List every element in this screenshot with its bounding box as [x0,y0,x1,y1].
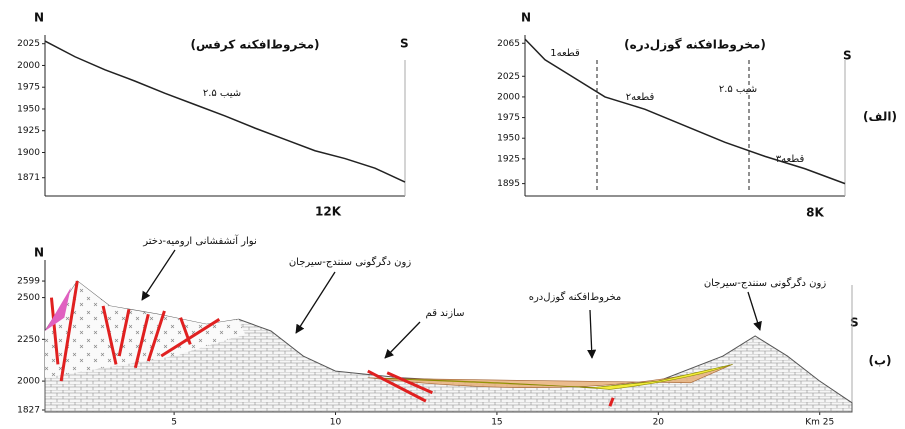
y-tick-label: 2025 [497,72,520,82]
y-tick-label: 2025 [17,39,40,49]
alluvial-fan [383,364,733,390]
fault [160,318,221,358]
y-tick-label: 1895 [497,179,520,189]
x-label: 8K [806,206,824,220]
north-label: N [34,246,44,260]
y-tick-label: 2250 [17,335,40,345]
annotation: شیب ۲.۵ [719,84,757,95]
y-tick-label: 1975 [497,113,520,123]
annotation: سازند قم [426,308,465,319]
annotation: قطعه۲ [626,92,655,103]
annotation: زون دگرگونی سنندج-سیرجان [704,277,827,289]
y-tick-label: 1950 [17,104,40,114]
x-tick-label: Km 25 [805,418,834,428]
chart-title: (مخروط‌افکنه گوزل‌دره) [624,38,766,53]
annotation: نوار آتشفشانی ارومیه-دختر [142,234,257,247]
fault [101,305,118,365]
y-tick-label: 2065 [497,39,520,49]
arrows [141,249,762,359]
volcanic-cap [45,287,71,331]
x-tick-label: 15 [491,418,502,428]
y-tick-label: 1827 [17,405,40,415]
y-tick-label: 2000 [17,61,40,71]
x-tick-label: 5 [171,418,177,428]
fault [608,397,615,407]
y-tick-label: 1975 [17,83,40,93]
north-label: N [521,11,531,25]
chart-title: (مخروط‌افکنه کرفس) [191,38,320,53]
south-label: S [850,316,859,330]
annotation: شیب ۲.۵ [203,88,241,99]
profile-line [524,38,846,185]
annotation: مخروط‌افکنه گوزل‌دره [529,291,622,303]
x-label: 12K [315,205,342,219]
south-label: S [400,37,409,51]
south-label: S [843,49,852,63]
y-tick-label: 2000 [497,92,520,102]
y-tick-label: 1925 [17,126,40,136]
y-tick-label: 1950 [497,134,520,144]
annotation: زون دگرگونی سنندج-سیرجان [289,256,412,268]
fault [133,313,150,369]
y-tick-label: 2599 [17,277,40,287]
fault [146,310,166,362]
y-tick-label: 2000 [17,377,40,387]
annotation: قطعه۳ [776,154,805,165]
annotation: قطعه1 [550,48,580,59]
fault [59,280,79,382]
y-tick-label: 1871 [17,173,40,183]
north-label: N [34,11,44,25]
profile-line [44,40,406,183]
fault [367,369,427,403]
fault [49,297,60,365]
panel-label: (ب) [868,354,891,368]
x-tick-label: 20 [653,418,665,428]
fault [117,308,131,357]
y-tick-label: 1900 [17,148,40,158]
y-tick-label: 1925 [497,154,520,164]
y-tick-label: 2500 [17,293,40,303]
x-tick-label: 10 [330,418,342,428]
panel-label: (الف) [863,110,897,124]
fault [386,371,433,395]
